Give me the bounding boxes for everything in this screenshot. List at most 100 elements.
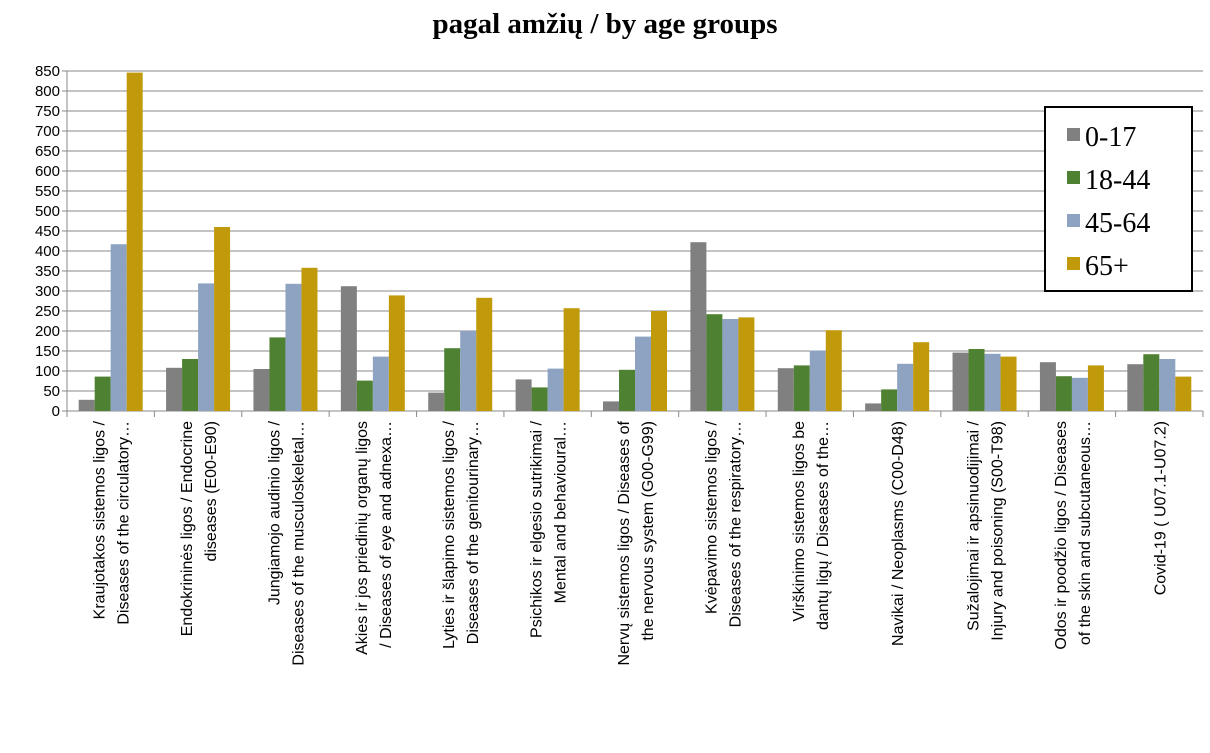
category-label: of the skin and subcutaneous… [1077,421,1094,645]
bar-65+ [1175,376,1192,411]
bar-45-64 [809,350,826,411]
y-tick-label: 800 [35,83,60,100]
category-label: diseases (E00-E90) [203,421,220,562]
bar-18-44 [269,337,286,411]
category-label: Diseases of the genitourinary… [465,421,482,644]
bar-18-44 [94,376,111,411]
y-tick-label: 300 [35,283,60,300]
legend-label: 65+ [1085,251,1129,282]
category-label: Jungiamojo audinio ligos / [266,420,283,605]
category-label: Odos ir poodžio ligos / Diseases [1053,421,1070,650]
bar-18-44 [444,348,461,411]
category-label: the nervous system (G00-G99) [640,421,657,641]
bar-45-64 [635,336,651,411]
category-label: / Diseases of eye and adnexa… [378,421,395,648]
bar-65+ [1000,356,1017,411]
bar-65+ [476,297,493,411]
bar-18-44 [793,365,810,411]
category-label: Navikai / Neoplasms (C00-D48) [890,421,907,646]
bar-0-17 [865,403,882,411]
legend-label: 0-17 [1085,122,1136,153]
bar-0-17 [690,242,707,411]
legend-swatch [1067,214,1080,227]
bar-65+ [214,227,231,411]
bar-45-64 [285,283,302,411]
bar-65+ [651,311,667,411]
category-label: Diseases of the circulatory… [116,421,133,625]
bar-45-64 [984,353,1001,411]
bar-45-64 [1159,359,1176,411]
legend-label: 18-44 [1085,165,1150,196]
category-label: Injury and poisoning (S00-T98) [990,421,1007,641]
y-tick-label: 400 [35,243,60,260]
bar-65+ [913,342,930,411]
bar-45-64 [897,363,914,411]
legend-label: 45-64 [1085,208,1150,239]
category-label: Akies ir jos priedinių organų ligos [354,421,371,655]
y-tick-label: 600 [35,163,60,180]
category-label: Sužalojimai ir apsinuodijimai / [966,420,983,630]
bar-18-44 [531,387,548,411]
bar-0-17 [428,392,445,411]
bar-0-17 [515,379,532,411]
bar-65+ [563,308,580,411]
bar-45-64 [372,356,389,411]
bar-0-17 [1127,364,1144,411]
y-tick-label: 700 [35,123,60,140]
category-label: Lyties ir šlapimo sistemos ligos / [441,420,458,648]
y-tick-label: 350 [35,263,60,280]
bar-0-17 [952,352,969,411]
bar-0-17 [78,399,95,411]
y-tick-label: 850 [35,63,60,80]
bar-45-64 [1071,377,1088,411]
category-label: Covid-19 ( U07.1-U07.2) [1152,421,1169,595]
category-label: Kraujotakos sistemos ligos / [92,420,109,619]
category-label: Diseases of the musculoskeletal… [290,421,307,666]
chart-title: pagal amžių / by age groups [432,8,778,40]
bar-18-44 [706,314,723,411]
bar-0-17 [777,368,794,411]
bar-18-44 [356,380,373,411]
bar-65+ [825,330,842,411]
y-tick-label: 250 [35,303,60,320]
bar-18-44 [881,389,898,411]
bar-65+ [126,72,143,411]
legend-swatch [1067,128,1080,141]
category-label: Nervų sistemos ligos / Diseases of [616,420,633,665]
bar-18-44 [182,359,199,411]
category-label: Endokrininės ligos / Endocrine [179,421,196,636]
category-label: Virškinimo sistemos ligos be [791,421,808,622]
bar-0-17 [1039,362,1056,411]
bar-45-64 [547,368,564,411]
y-tick-label: 450 [35,223,60,240]
bar-0-17 [166,367,183,411]
bar-45-64 [198,283,215,411]
category-label: Diseases of the respiratory… [727,421,744,627]
bar-65+ [301,267,318,411]
bar-18-44 [1055,376,1072,411]
bar-65+ [738,317,755,411]
category-label: Psichikos ir elgesio sutrikimai / [529,420,546,638]
bar-45-64 [722,319,739,411]
category-label: Kvėpavimo sistemos ligos / [703,420,720,614]
y-tick-label: 50 [43,383,60,400]
bar-0-17 [253,369,270,411]
bar-0-17 [340,286,357,411]
y-tick-label: 500 [35,203,60,220]
bar-65+ [1087,365,1104,411]
bar-18-44 [619,369,635,411]
y-tick-label: 550 [35,183,60,200]
bar-45-64 [460,331,477,411]
legend-swatch [1067,171,1080,184]
legend-swatch [1067,257,1080,270]
y-tick-label: 0 [52,403,60,420]
y-tick-label: 750 [35,103,60,120]
category-label: Mental and behavioural… [553,421,570,603]
y-tick-label: 650 [35,143,60,160]
bar-0-17 [603,401,619,411]
bar-65+ [388,295,405,411]
y-tick-label: 150 [35,343,60,360]
bar-18-44 [1143,354,1160,411]
category-label: dantų ligų / Diseases of the… [815,421,832,630]
